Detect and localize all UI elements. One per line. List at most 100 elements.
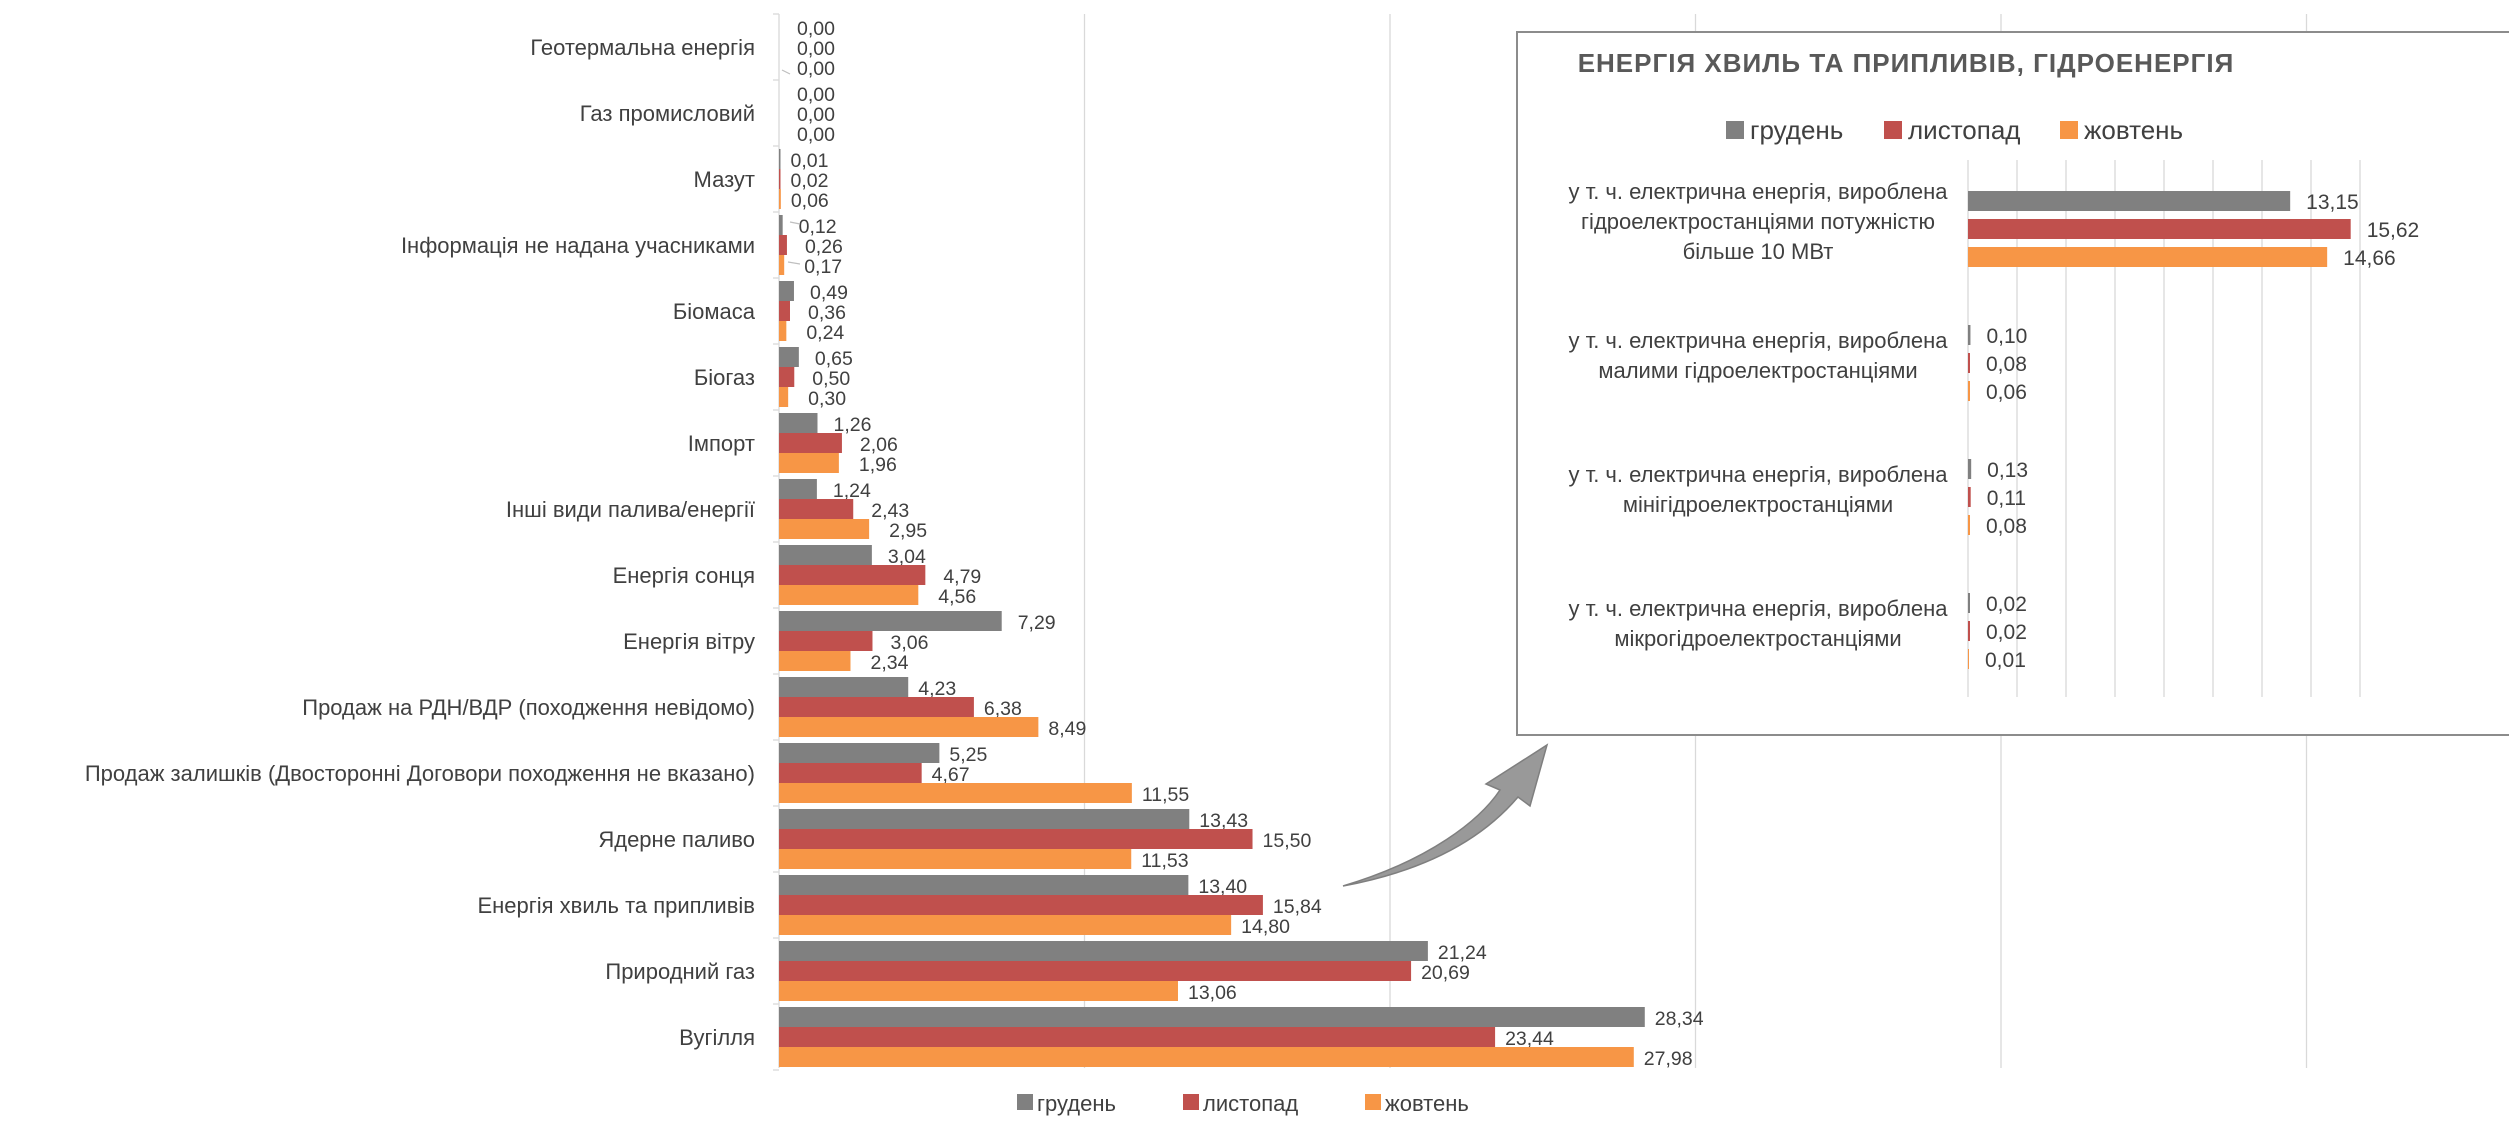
data-label: 11,53 <box>1141 850 1188 872</box>
legend-swatch-листопад <box>1183 1094 1199 1110</box>
data-label: 0,00 <box>797 104 835 126</box>
inset-bar-листопад <box>1968 353 1970 373</box>
category-label: Енергія вітру <box>623 629 755 654</box>
data-label: 0,12 <box>799 216 837 238</box>
bar-листопад <box>779 895 1263 915</box>
bar-грудень <box>779 677 909 697</box>
bar-грудень <box>779 611 1002 631</box>
category-label: Ядерне паливо <box>598 827 755 852</box>
bar-жовтень <box>779 849 1132 869</box>
bar-листопад <box>779 169 781 189</box>
data-label: 6,38 <box>984 698 1022 720</box>
data-label: 13,06 <box>1188 982 1237 1004</box>
inset-category-label: у т. ч. електрична енергія, вироблена <box>1568 462 1948 487</box>
legend-label: грудень <box>1037 1091 1116 1116</box>
bar-листопад <box>779 961 1412 981</box>
legend-label: листопад <box>1203 1091 1298 1116</box>
inset-data-label: 0,10 <box>1986 325 2027 348</box>
bar-листопад <box>779 763 922 783</box>
inset-data-label: 0,13 <box>1987 459 2028 482</box>
category-label: Біомаса <box>673 299 756 324</box>
inset-bar-chart: ЕНЕРГІЯ ХВИЛЬ ТА ПРИПЛИВІВ, ГІДРОЕНЕРГІЯ… <box>1516 31 2509 736</box>
data-label: 2,43 <box>871 500 909 522</box>
data-label: 8,49 <box>1048 718 1086 740</box>
data-label: 3,06 <box>890 632 928 654</box>
bar-листопад <box>779 301 790 321</box>
bar-жовтень <box>779 321 787 341</box>
inset-bar-жовтень <box>1968 247 2328 267</box>
data-label: 0,17 <box>804 256 842 278</box>
bar-грудень <box>779 413 818 433</box>
leader-line <box>781 69 791 75</box>
category-label: Імпорт <box>688 431 755 456</box>
bar-листопад <box>779 499 854 519</box>
data-label: 13,43 <box>1199 810 1248 832</box>
bar-грудень <box>779 215 783 235</box>
inset-legend-label: жовтень <box>2084 115 2183 145</box>
category-label: Біогаз <box>694 365 755 390</box>
bar-жовтень <box>779 387 789 407</box>
leader-line <box>789 221 801 225</box>
data-label: 7,29 <box>1018 612 1056 634</box>
data-label: 2,06 <box>860 434 898 456</box>
bar-жовтень <box>779 255 785 275</box>
data-label: 2,34 <box>870 652 908 674</box>
inset-category-label: у т. ч. електрична енергія, вироблена <box>1568 596 1948 621</box>
category-label: Продаж залишків (Двосторонні Договори по… <box>85 761 755 786</box>
bar-грудень <box>779 1007 1645 1027</box>
data-label: 3,04 <box>888 546 926 568</box>
data-label: 0,00 <box>797 124 835 146</box>
data-label: 0,65 <box>815 348 853 370</box>
category-label: Енергія хвиль та припливів <box>477 893 755 918</box>
inset-data-label: 0,11 <box>1987 487 2026 510</box>
data-label: 28,34 <box>1655 1008 1704 1030</box>
data-label: 23,44 <box>1505 1028 1554 1050</box>
category-label: Газ промисловий <box>580 101 755 126</box>
data-label: 0,50 <box>812 368 850 390</box>
inset-legend-label: листопад <box>1908 115 2020 145</box>
bar-жовтень <box>779 651 851 671</box>
inset-category-label: мінігідроелектростанціями <box>1623 492 1893 517</box>
bar-листопад <box>779 367 795 387</box>
data-label: 15,50 <box>1263 830 1312 852</box>
data-label: 2,95 <box>889 520 927 542</box>
inset-bar-жовтень <box>1968 381 1970 401</box>
inset-bar-грудень <box>1968 459 1972 479</box>
bar-жовтень <box>779 585 919 605</box>
data-label: 20,69 <box>1421 962 1470 984</box>
legend-swatch-жовтень <box>1365 1094 1381 1110</box>
data-label: 11,55 <box>1142 784 1190 806</box>
inset-data-label: 0,08 <box>1986 353 2027 376</box>
bar-грудень <box>779 875 1189 895</box>
category-label: Вугілля <box>679 1025 755 1050</box>
legend-label: жовтень <box>1385 1091 1469 1116</box>
data-label: 1,24 <box>833 480 871 502</box>
bar-жовтень <box>779 981 1178 1001</box>
inset-legend-swatch-жовтень <box>2060 121 2078 139</box>
bar-грудень <box>779 347 799 367</box>
inset-data-label: 0,06 <box>1986 381 2027 404</box>
data-label: 4,23 <box>918 678 956 700</box>
data-label: 0,06 <box>791 190 829 212</box>
category-label: Геотермальна енергія <box>530 35 755 60</box>
bar-листопад <box>779 631 873 651</box>
inset-data-label: 13,15 <box>2306 191 2359 214</box>
legend-swatch-грудень <box>1017 1094 1033 1110</box>
category-label: Інформація не надана учасниками <box>401 233 755 258</box>
data-label: 0,01 <box>791 150 829 172</box>
data-label: 27,98 <box>1644 1048 1693 1070</box>
bar-жовтень <box>779 783 1132 803</box>
inset-category-label: більше 10 МВт <box>1683 239 1834 264</box>
data-label: 0,26 <box>805 236 843 258</box>
inset-category-label: гідроелектростанціями потужністю <box>1581 209 1935 234</box>
inset-bar-грудень <box>1968 191 2291 211</box>
data-label: 5,25 <box>949 744 987 766</box>
bar-листопад <box>779 433 842 453</box>
inset-legend-swatch-листопад <box>1884 121 1902 139</box>
inset-bar-жовтень <box>1968 515 1970 535</box>
bar-грудень <box>779 545 872 565</box>
category-label: Продаж на РДН/ВДР (походження невідомо) <box>302 695 755 720</box>
data-label: 15,84 <box>1273 896 1322 918</box>
